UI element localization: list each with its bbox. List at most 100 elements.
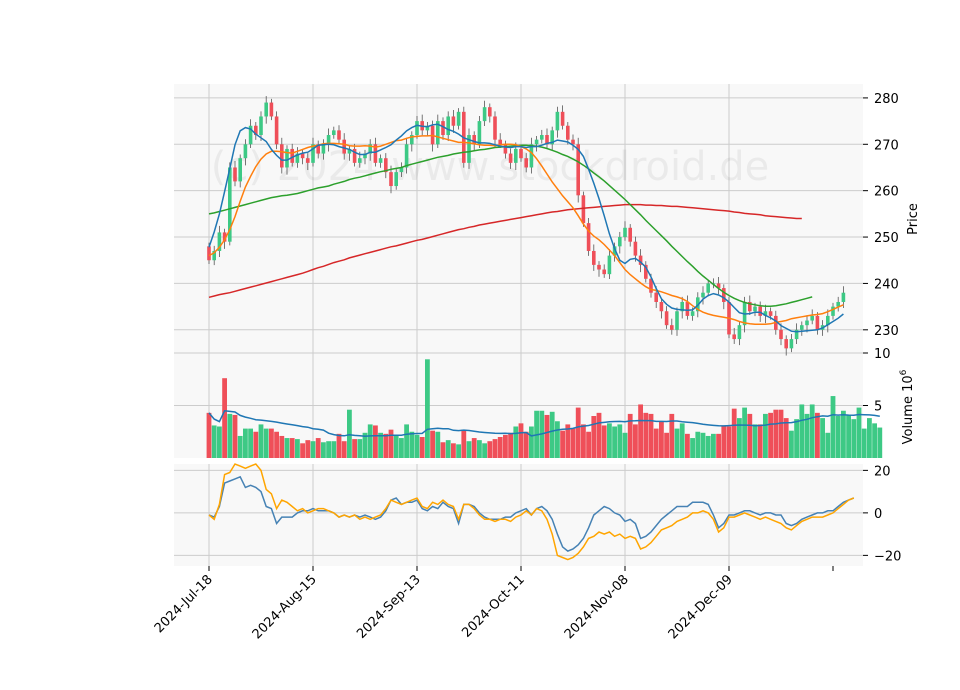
candle-body: [701, 292, 705, 298]
volume-bar: [362, 432, 368, 458]
candle-body: [826, 315, 830, 326]
volume-bar: [638, 404, 643, 458]
candle-body: [217, 232, 222, 251]
candle-body: [659, 301, 664, 312]
candle-body: [493, 116, 497, 140]
volume-bar: [497, 437, 503, 458]
volume-bar: [508, 432, 513, 458]
volume-bar: [331, 441, 337, 458]
price-tick-label: 270: [874, 138, 899, 153]
candle-body: [748, 301, 752, 312]
volume-bar: [477, 440, 482, 458]
volume-bar: [856, 407, 862, 458]
volume-bar: [679, 423, 685, 458]
volume-bar: [211, 425, 217, 458]
x-tick-label: 2024-Jul-18: [152, 572, 216, 636]
candle-body: [779, 329, 783, 340]
candle-body: [285, 148, 289, 168]
candle-body: [581, 195, 586, 224]
candle-body: [685, 301, 690, 316]
candle-body: [794, 329, 799, 340]
candle-body: [503, 144, 508, 154]
volume-bar: [586, 431, 591, 458]
volume-bar: [227, 413, 233, 458]
candle-body: [633, 241, 638, 256]
volume-bar: [279, 435, 285, 458]
candle-body: [378, 158, 383, 163]
volume-bar: [258, 424, 264, 458]
candle-body: [560, 111, 565, 126]
candle-body: [586, 223, 591, 251]
osc-tick-label: −20: [874, 549, 901, 564]
volume-bar: [523, 431, 529, 458]
volume-bar: [648, 413, 654, 458]
volume-bar: [357, 439, 363, 458]
volume-bar: [685, 433, 690, 458]
candle-body: [441, 121, 445, 136]
volume-bar: [747, 413, 753, 458]
volume-bar: [529, 426, 534, 458]
candle-body: [607, 255, 612, 275]
volume-bar: [487, 441, 493, 458]
volume-bar: [752, 424, 758, 458]
candle-body: [368, 144, 372, 154]
candle-body: [836, 301, 840, 307]
volume-bar: [456, 444, 461, 458]
price-tick-label: 230: [874, 324, 899, 339]
volume-bar: [341, 441, 347, 458]
volume-bar: [841, 410, 846, 458]
candle-body: [358, 158, 362, 163]
volume-bar: [430, 430, 435, 458]
volume-bar: [414, 434, 420, 458]
volume-bar: [300, 443, 305, 458]
volume-bar: [721, 426, 727, 458]
volume-bar: [565, 424, 571, 458]
volume-bar: [835, 416, 841, 458]
candle-body: [295, 153, 300, 163]
candle-body: [477, 121, 482, 145]
price-tick-label: 260: [874, 185, 899, 200]
sma-mid-line: [208, 134, 844, 325]
volume-bar: [393, 435, 399, 458]
candle-body: [259, 116, 263, 136]
candle-body: [228, 167, 232, 242]
candle-body: [602, 269, 606, 275]
volume-bar: [633, 424, 638, 458]
candle-body: [545, 135, 549, 145]
volume-bar: [674, 428, 680, 458]
candle-body: [342, 139, 346, 154]
volume-bar: [711, 433, 716, 458]
candle-body: [810, 315, 814, 321]
volume-bar: [617, 424, 623, 458]
volume-bar: [731, 408, 737, 458]
candle-body: [311, 144, 315, 163]
candle-body: [222, 232, 227, 242]
candle-body: [815, 315, 820, 330]
candle-body: [446, 116, 450, 136]
candle-body: [373, 144, 378, 163]
volume-bar: [492, 439, 498, 458]
x-tick-label: 2024-Sep-13: [354, 572, 424, 642]
candle-body: [566, 125, 570, 140]
volume-bar: [373, 425, 378, 458]
volume-bar: [263, 428, 269, 458]
volume-bar: [601, 425, 607, 458]
volume-bar: [695, 431, 701, 458]
candle-body: [789, 339, 794, 349]
candle-body: [352, 148, 357, 163]
volume-bar: [451, 443, 456, 458]
volume-bar: [825, 432, 831, 458]
volume-bar: [367, 424, 373, 458]
volume-bar: [482, 443, 487, 458]
candle-body: [534, 139, 539, 145]
candle-body: [488, 107, 492, 117]
price-tick-label: 280: [874, 92, 899, 107]
candle-body: [524, 158, 528, 168]
candle-body: [363, 153, 367, 159]
candle-body: [399, 167, 404, 173]
candle-body: [576, 144, 580, 196]
candle-body: [389, 172, 393, 187]
candle-body: [649, 278, 653, 293]
candle-body: [540, 135, 544, 140]
volume-bar: [513, 426, 519, 458]
